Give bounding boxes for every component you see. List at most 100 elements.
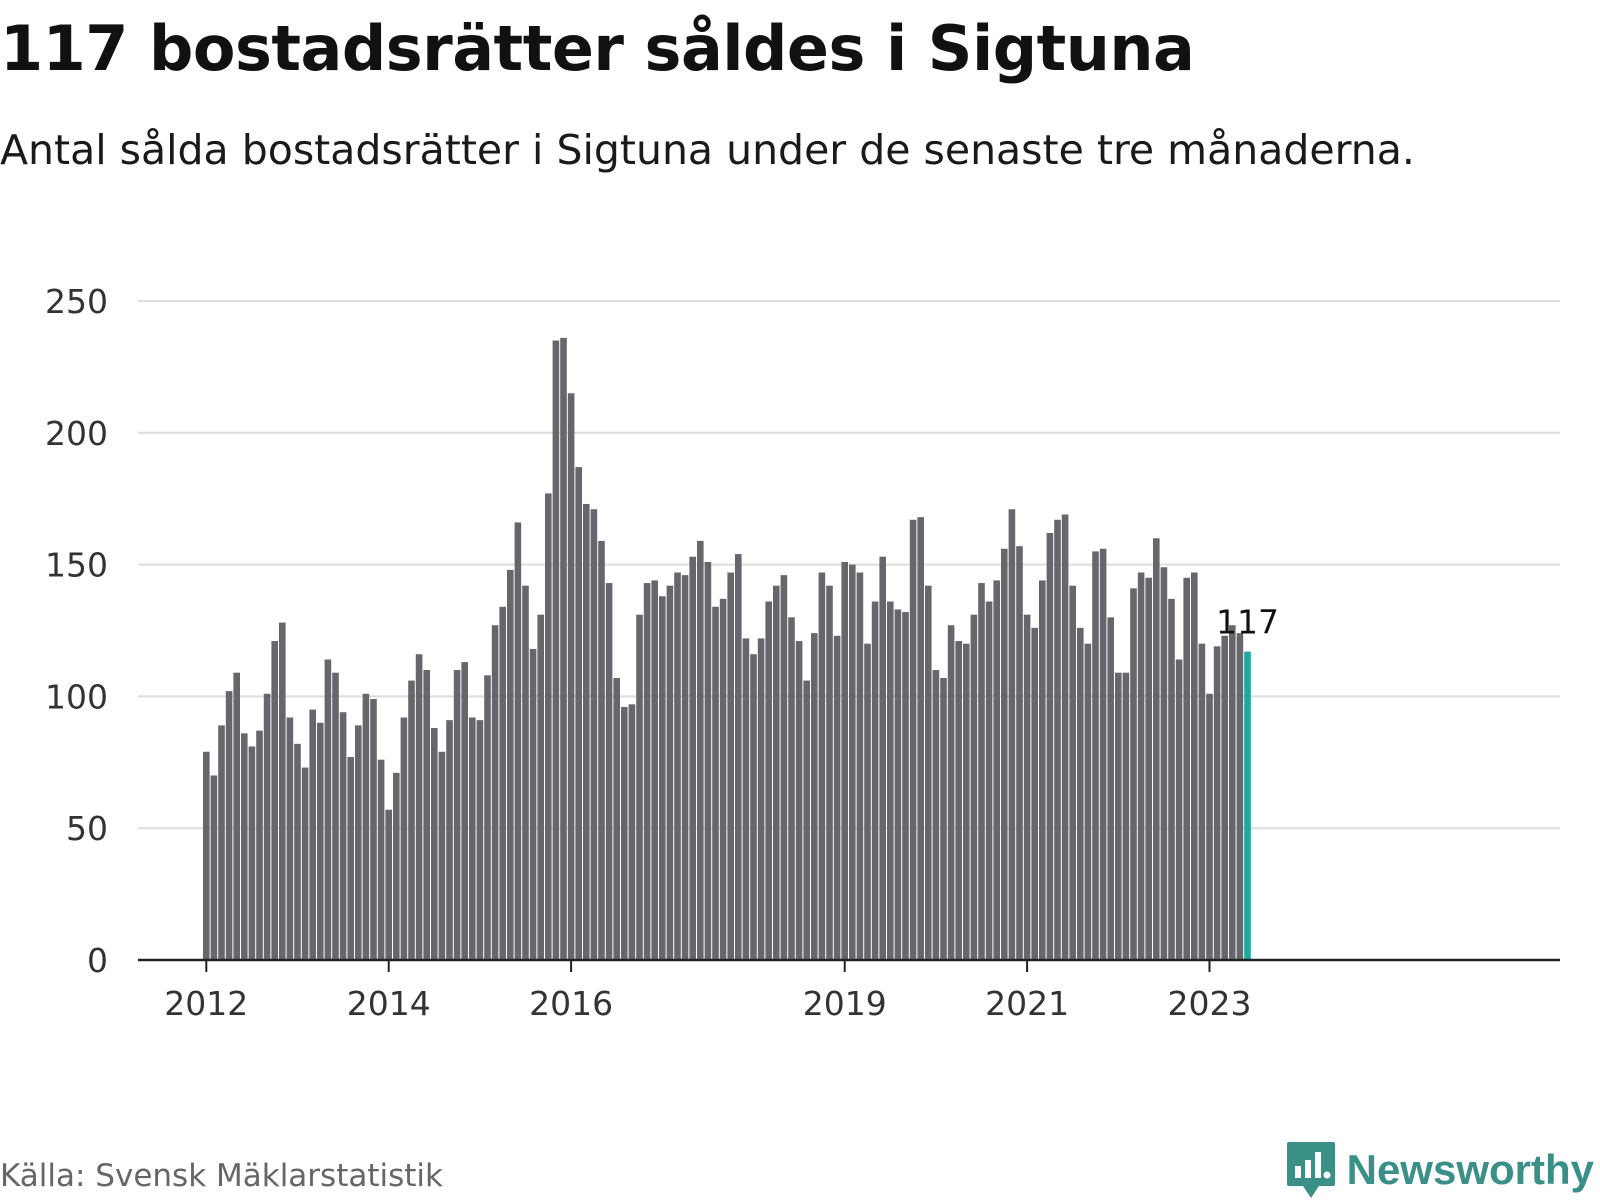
bar: [833, 635, 841, 960]
bar: [1153, 538, 1160, 960]
bar: [1099, 548, 1107, 960]
bar: [613, 677, 620, 960]
bar: [795, 641, 803, 960]
bar: [1206, 693, 1213, 960]
brand-name: Newsworthy: [1346, 1146, 1594, 1193]
bar: [1229, 625, 1236, 960]
x-tick-label: 2019: [803, 984, 887, 1023]
bar: [803, 680, 810, 960]
bar: [225, 691, 233, 960]
bar: [1046, 532, 1054, 960]
bar: [947, 625, 955, 960]
bar: [902, 612, 909, 960]
bar: [894, 609, 902, 960]
bar: [887, 601, 894, 960]
bar: [605, 583, 613, 960]
bar: [537, 614, 544, 960]
bar: [871, 601, 879, 960]
bar: [856, 572, 864, 960]
bar: [1107, 617, 1114, 960]
bar: [1160, 567, 1168, 960]
bar: [621, 706, 628, 960]
bar: [1092, 551, 1099, 960]
x-tick-label: 2016: [529, 984, 613, 1023]
bar: [963, 643, 970, 960]
bar: [826, 585, 833, 960]
bar: [1183, 577, 1190, 960]
bar: [545, 493, 552, 960]
bar: [339, 712, 347, 960]
bar: [1008, 509, 1016, 960]
bar: [1236, 633, 1244, 960]
bar: [780, 575, 788, 960]
bar: [1198, 643, 1206, 960]
bar: [484, 675, 491, 960]
x-tick-label: 2012: [164, 984, 248, 1023]
bar: [1145, 577, 1152, 960]
newsworthy-logo-icon: [1286, 1142, 1335, 1198]
bar: [1221, 635, 1228, 960]
bar: [453, 670, 461, 960]
bar: [355, 725, 362, 960]
bar: [560, 337, 567, 960]
bar: [697, 540, 704, 960]
bar: [514, 522, 522, 960]
bar: [423, 670, 430, 960]
bar: [917, 517, 924, 960]
bar: [324, 659, 332, 960]
bar: [674, 572, 681, 960]
bar-highlight: [1244, 651, 1251, 960]
bar: [727, 572, 734, 960]
chart-subtitle: Antal sålda bostadsrätter i Sigtuna unde…: [0, 126, 1415, 174]
bar: [317, 722, 324, 960]
bar: [271, 641, 278, 960]
bar: [233, 672, 240, 960]
bar: [408, 680, 415, 960]
bar: [400, 717, 408, 960]
bar: [1130, 588, 1137, 960]
bar: [811, 633, 818, 960]
bar: [750, 654, 757, 960]
bar: [1061, 514, 1069, 960]
bar: [446, 720, 453, 960]
bar: [286, 717, 294, 960]
bar: [742, 638, 750, 960]
bar-series: [203, 337, 1251, 960]
bar: [370, 699, 377, 960]
bar: [955, 641, 962, 960]
bar: [431, 728, 438, 960]
bar: [256, 730, 263, 960]
bar: [757, 638, 765, 960]
bar: [1039, 580, 1046, 960]
bar: [1137, 572, 1145, 960]
source-note: Källa: Svensk Mäklarstatistik: [0, 1158, 443, 1194]
bar: [909, 519, 917, 960]
bar: [1001, 548, 1008, 960]
bar: [529, 648, 537, 960]
bar: [1122, 672, 1130, 960]
bar: [248, 746, 256, 960]
bar: [681, 575, 689, 960]
bar-chart: 0 50 100 150 200 250 2012 2014 2016 2019 2021 2023 1…: [45, 282, 1560, 1023]
y-tick-label: 0: [87, 941, 108, 980]
bar: [1054, 519, 1061, 960]
highlight-value-label: 117: [1216, 603, 1279, 642]
bar: [628, 704, 636, 960]
brand-logo[interactable]: Newsworthy: [1285, 1140, 1594, 1200]
bar: [347, 757, 354, 960]
y-tick-label: 100: [45, 677, 108, 716]
x-tick-label: 2014: [347, 984, 431, 1023]
bar: [522, 585, 529, 960]
bar: [499, 606, 506, 960]
bar: [263, 693, 271, 960]
bar: [666, 585, 674, 960]
bar: [712, 606, 719, 960]
bar: [841, 561, 848, 960]
y-tick-label: 150: [45, 546, 108, 585]
bar: [385, 809, 392, 960]
bar: [279, 622, 286, 960]
bar: [377, 759, 385, 960]
bar: [309, 709, 316, 960]
bar: [1077, 627, 1084, 960]
bar: [1191, 572, 1198, 960]
